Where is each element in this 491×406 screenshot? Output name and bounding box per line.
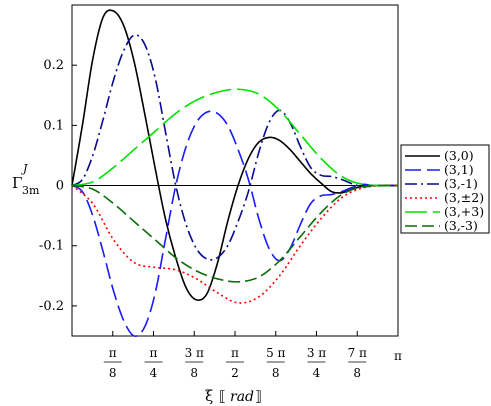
legend-label: (3,+3) (444, 204, 484, 219)
x-tick-numerator: 3 π (185, 346, 204, 360)
y-axis-label-base: Γ (12, 174, 22, 192)
plot-frame (71, 4, 399, 337)
series-line (71, 110, 398, 337)
x-tick-label: π2 (226, 346, 245, 380)
x-tick-denominator: 8 (353, 366, 361, 380)
x-tick-denominator: 8 (190, 366, 198, 380)
y-axis-label-sup: J (21, 162, 28, 175)
x-tick-numerator: 7 π (348, 346, 367, 360)
x-tick-numerator: π (231, 346, 239, 360)
x-tick-label: 7 π8 (348, 346, 367, 380)
x-tick-numerator: π (394, 349, 402, 363)
y-tick-label: 0.1 (43, 118, 64, 133)
y-tick-label: 0 (56, 179, 64, 194)
legend-box (400, 144, 490, 234)
legend-label: (3,1) (444, 162, 474, 177)
x-tick-numerator: π (150, 346, 158, 360)
series-line (71, 34, 398, 261)
x-tick-label: 5 π8 (266, 346, 285, 380)
y-axis-label: Γ J 3m (12, 162, 40, 197)
x-axis-label-unit: rad (230, 389, 254, 405)
x-axis-label: ξ ⟦ rad ⟧ (205, 387, 262, 405)
x-tick-denominator: 2 (231, 366, 239, 380)
x-tick-numerator: 3 π (307, 346, 326, 360)
x-tick-numerator: 5 π (266, 346, 285, 360)
legend: (3,0)(3,1)(3,-1)(3,±2)(3,+3)(3,-3) (400, 144, 490, 234)
x-tick-numerator: π (109, 346, 117, 360)
y-tick-label: -0.2 (39, 299, 64, 314)
x-tick-label: π4 (144, 346, 163, 380)
legend-label: (3,0) (444, 148, 474, 163)
x-tick-denominator: 4 (313, 366, 321, 380)
x-tick-denominator: 4 (150, 366, 158, 380)
y-tick-label: 0.2 (43, 58, 64, 73)
series-line (71, 184, 399, 283)
x-axis-label-close: ⟧ (255, 389, 262, 405)
y-axis-label-sub: 3m (22, 184, 40, 197)
plot-area (71, 4, 399, 337)
x-tick-label: 3 π8 (185, 346, 204, 380)
legend-label: (3,±2) (444, 190, 484, 205)
series-line (71, 9, 398, 302)
x-tick-denominator: 8 (109, 366, 117, 380)
legend-label: (3,-1) (444, 176, 478, 191)
y-tick-label: -0.1 (39, 239, 64, 254)
series-line (71, 88, 399, 187)
x-tick-label: π (394, 349, 402, 363)
x-axis-label-sym: ξ (205, 387, 213, 405)
legend-label: (3,-3) (444, 218, 478, 233)
x-tick-label: 3 π4 (307, 346, 326, 380)
series-layer (71, 9, 399, 337)
x-tick-denominator: 8 (272, 366, 280, 380)
x-axis-label-open: ⟦ (219, 389, 226, 405)
x-tick-label: π8 (103, 346, 122, 380)
